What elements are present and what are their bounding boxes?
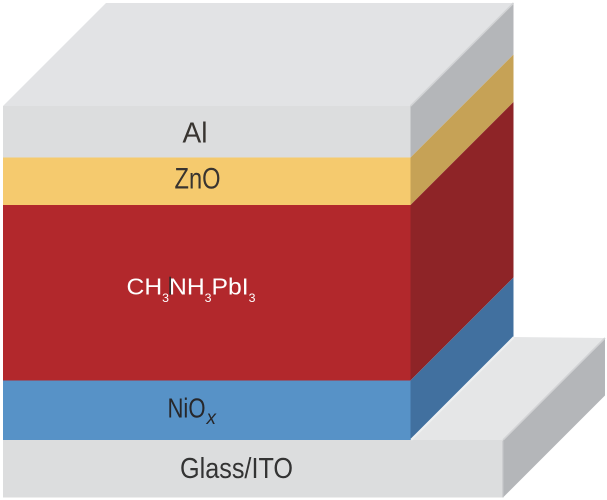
- svg-text:ZnO: ZnO: [175, 163, 221, 196]
- svg-text:NiO: NiO: [168, 393, 206, 424]
- svg-text:x: x: [206, 408, 218, 429]
- svg-text:Glass/ITO: Glass/ITO: [180, 453, 293, 485]
- svg-text:Al: Al: [183, 118, 208, 150]
